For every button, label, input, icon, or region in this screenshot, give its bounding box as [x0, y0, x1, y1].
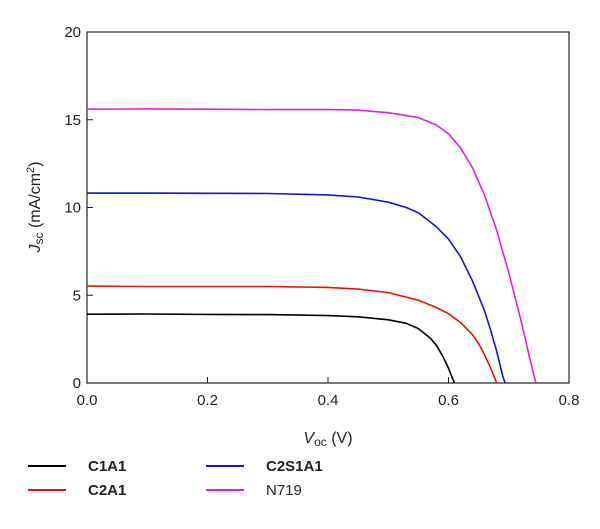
- x-tick-label: 0.4: [318, 392, 339, 409]
- legend-label: C1A1: [88, 457, 127, 475]
- jv-chart: 0.0 0.2 0.4 0.6 0.8 0 5 10 15 20 Voc (V) Jsc (mA/…: [25, 24, 579, 449]
- tick-group: 0.0 0.2 0.4 0.6 0.8 0 5 10 15 20: [64, 24, 579, 409]
- plot-frame: [86, 31, 570, 384]
- series-line-n719: [86, 108, 537, 384]
- series-line-c2a1: [86, 285, 498, 384]
- x-tick-label: 0.6: [438, 392, 459, 409]
- y-tick-label: 15: [64, 112, 81, 129]
- x-tick-label: 0.0: [77, 392, 98, 409]
- x-tick-label: 0.2: [197, 392, 218, 409]
- y-tick-label: 10: [64, 200, 81, 217]
- x-tick-label: 0.8: [559, 392, 580, 409]
- y-tick-label: 20: [64, 24, 81, 41]
- legend-swatch: [28, 465, 66, 467]
- legend-item-n719: N719: [206, 480, 302, 500]
- legend-swatch: [206, 465, 244, 467]
- legend-item-c2a1: C2A1: [28, 480, 126, 500]
- series-line-c2s1a1: [87, 192, 506, 384]
- y-axis-title: Jsc (mA/cm2): [25, 162, 46, 254]
- y-tick-label: 0: [73, 375, 81, 392]
- legend-label: C2S1A1: [266, 457, 323, 475]
- legend-label: C2A1: [88, 481, 127, 499]
- series-group: [86, 108, 537, 384]
- legend: C1A1 C2A1 C2S1A1 N719: [28, 456, 388, 526]
- legend-swatch: [28, 489, 66, 491]
- x-axis-title: Voc (V): [303, 430, 352, 449]
- y-tick-label: 5: [73, 287, 81, 304]
- legend-label: N719: [266, 481, 302, 499]
- legend-swatch: [206, 489, 244, 491]
- legend-item-c1a1: C1A1: [28, 456, 126, 476]
- series-line-c1a1: [86, 313, 456, 384]
- legend-item-c2s1a1: C2S1A1: [206, 456, 323, 476]
